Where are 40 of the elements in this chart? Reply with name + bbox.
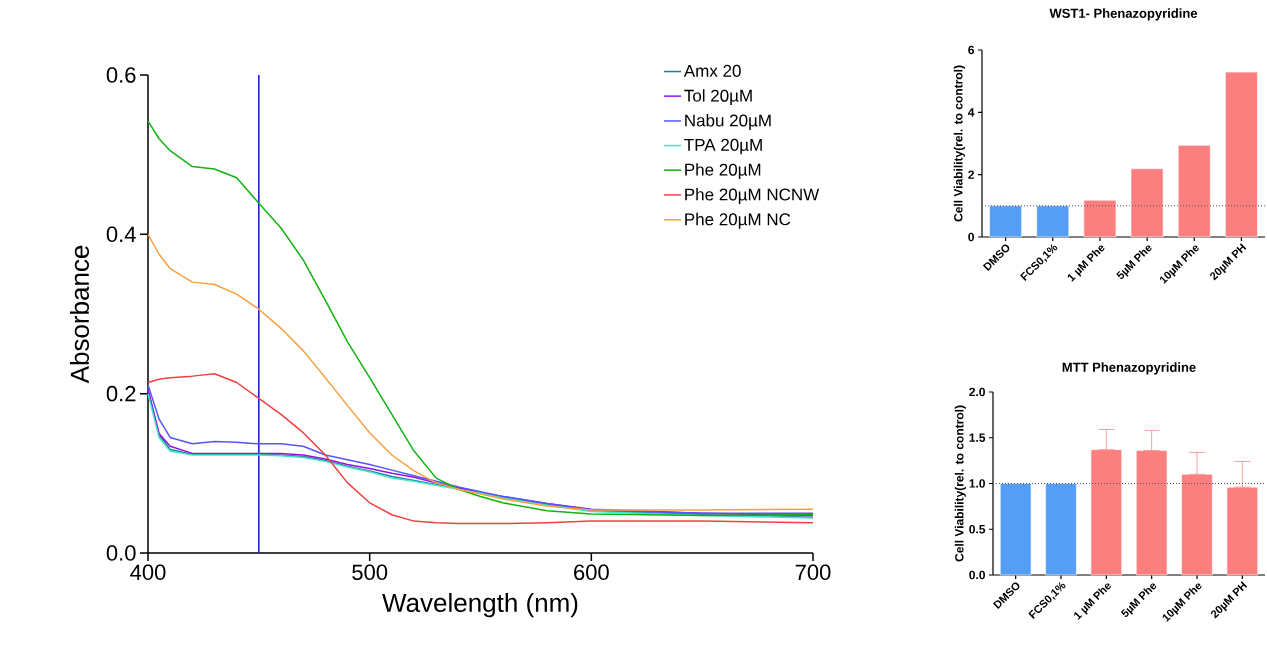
x-tick-label: 500 bbox=[352, 564, 388, 581]
x-tick-label: 400 bbox=[130, 564, 166, 581]
legend-label: TPA 20µM bbox=[684, 138, 762, 155]
legend-label: Phe 20µM bbox=[685, 163, 761, 180]
y-axis-title: Absorbance bbox=[69, 245, 90, 384]
legend-label: Nabu 20µM bbox=[685, 114, 771, 130]
legend-label: Tol 20µM bbox=[684, 89, 752, 106]
bar bbox=[999, 483, 1032, 576]
y-axis-title: Cell Viability(rel. to control) bbox=[954, 405, 966, 562]
y-tick-label: 2 bbox=[968, 170, 974, 179]
bar bbox=[989, 205, 1022, 238]
y-tick-label: 1.0 bbox=[969, 479, 985, 488]
x-axis-title: Wavelength (nm) bbox=[382, 592, 578, 618]
y-tick-label: 4 bbox=[967, 108, 975, 117]
y-tick-label: 0.0 bbox=[106, 545, 136, 561]
bar bbox=[1177, 145, 1211, 238]
y-tick-label: 2.0 bbox=[969, 387, 985, 397]
y-tick-label: 0.4 bbox=[106, 226, 136, 243]
bar bbox=[1045, 483, 1077, 576]
legend-label: Phe 20µM NCNW bbox=[685, 188, 820, 204]
legend-label: Amx 20 bbox=[683, 64, 741, 77]
legend-label: Phe 20µM NC bbox=[685, 212, 791, 229]
x-tick-label: 700 bbox=[795, 564, 831, 581]
y-tick-label: 0 bbox=[968, 232, 974, 242]
bar bbox=[1130, 168, 1164, 238]
y-tick-label: 0.6 bbox=[106, 67, 136, 83]
y-tick-label: 6 bbox=[968, 45, 975, 55]
bar bbox=[1083, 199, 1117, 238]
chart-title: WST1- Phenazopyridine bbox=[1049, 8, 1198, 21]
y-tick-label: 1.5 bbox=[969, 433, 986, 442]
bar bbox=[1226, 486, 1259, 576]
y-axis-title: Cell Viability(rel. to control) bbox=[953, 65, 965, 222]
x-tick-label: 600 bbox=[574, 564, 609, 581]
y-tick-label: 0.0 bbox=[969, 570, 985, 580]
y-tick-label: 0.2 bbox=[106, 385, 136, 402]
bar bbox=[1225, 71, 1258, 238]
bar bbox=[1036, 205, 1070, 238]
y-tick-label: 0.5 bbox=[969, 524, 986, 534]
chart-title: MTT Phenazopyridine bbox=[1062, 362, 1196, 375]
line-series bbox=[147, 233, 814, 511]
